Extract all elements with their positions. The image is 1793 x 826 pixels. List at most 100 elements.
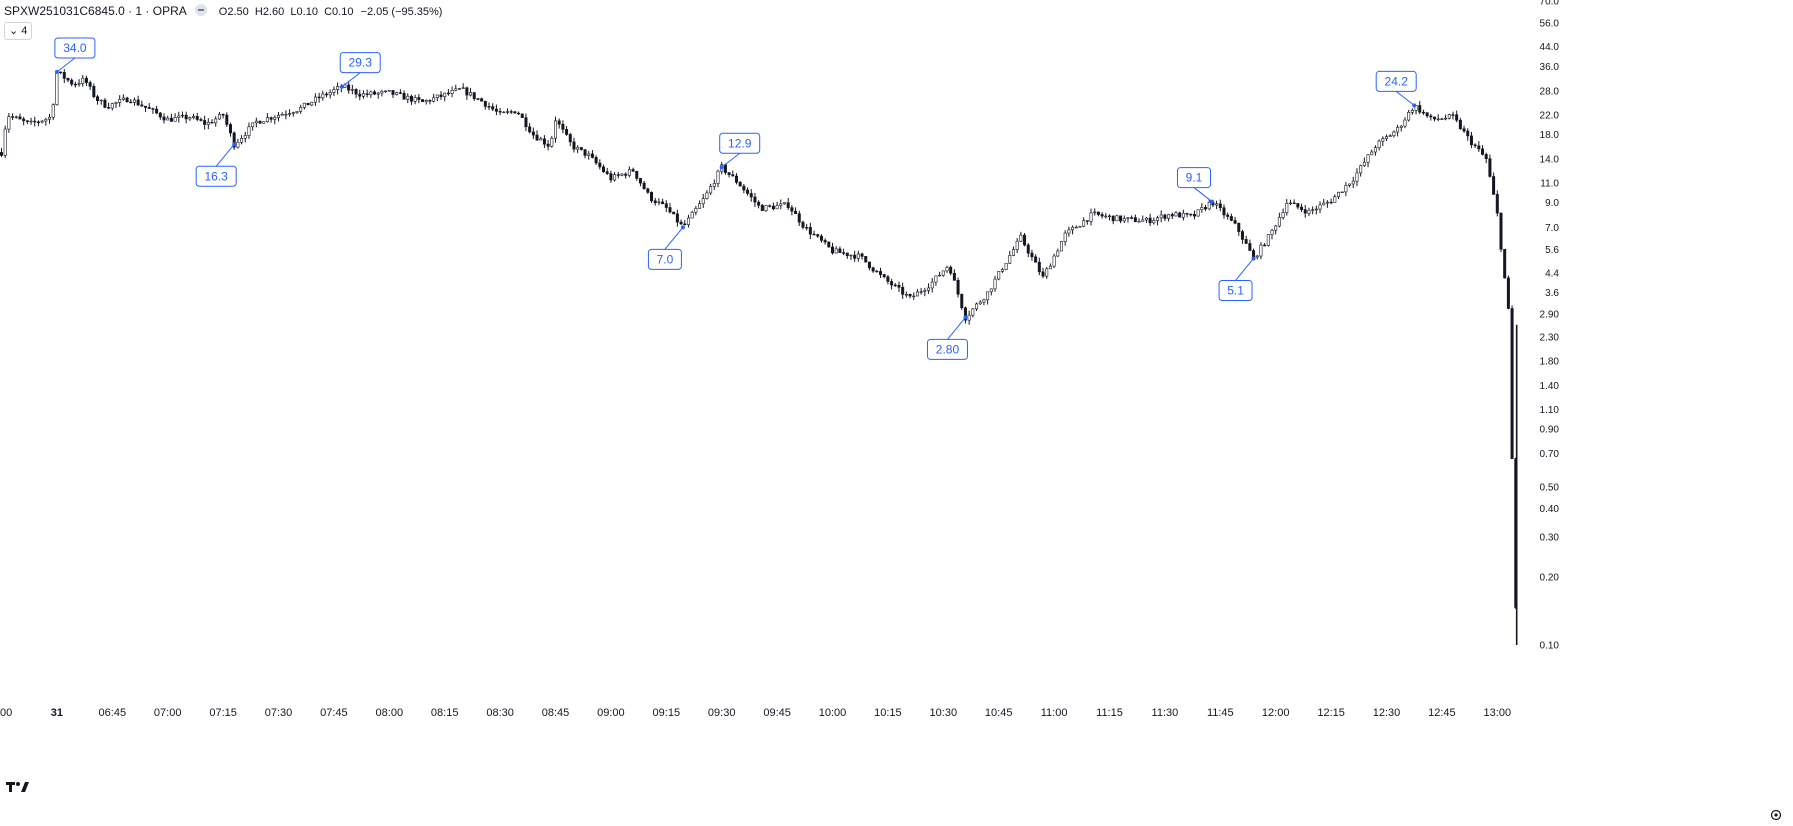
candle-body: [934, 275, 938, 283]
candle-body: [635, 170, 639, 179]
candle-body: [1030, 252, 1034, 258]
candle-body: [1436, 118, 1440, 121]
candle-body: [1096, 211, 1100, 215]
candle-body: [1263, 244, 1267, 247]
candle-body: [1200, 207, 1204, 211]
symbol-title[interactable]: SPXW251031C6845.0 · 1 · OPRA: [4, 4, 187, 18]
candle-body: [1373, 147, 1377, 153]
candle-body: [92, 86, 96, 97]
candle-body: [18, 116, 22, 120]
candle-body: [317, 96, 321, 99]
candle-body: [1484, 154, 1488, 160]
candle-body: [1037, 261, 1041, 273]
candle-body: [842, 252, 846, 254]
candle-body: [36, 121, 40, 124]
annotation-leader: [664, 227, 684, 250]
low-label: L: [290, 6, 297, 18]
candle-body: [147, 107, 151, 109]
candle-body: [1285, 203, 1289, 213]
x-tick-label: 08:45: [542, 707, 570, 719]
candle-body: [631, 169, 635, 172]
price-annotation: 9.1: [1176, 167, 1214, 204]
candle-body: [1059, 241, 1063, 252]
annotation-dot: [1209, 199, 1214, 204]
annotation-box: [195, 165, 237, 187]
candle-body: [1192, 214, 1196, 217]
candle-body: [646, 188, 650, 193]
annotation-leader: [1193, 187, 1213, 202]
y-tick-label: 0.70: [1540, 449, 1560, 460]
candle-body: [915, 291, 919, 297]
candle-body: [1355, 172, 1359, 182]
market-status-icon[interactable]: [195, 4, 208, 16]
candle-body: [723, 164, 727, 173]
tradingview-logo-icon[interactable]: [6, 780, 30, 799]
y-tick-label: 3.6: [1545, 288, 1559, 299]
candle-body: [1495, 194, 1499, 214]
candle-body: [25, 120, 29, 122]
y-tick-label: 0.10: [1540, 641, 1560, 652]
x-tick-label: 08:15: [431, 707, 459, 719]
candle-body: [716, 170, 720, 184]
candle-body: [1499, 212, 1503, 250]
candle-body: [952, 272, 956, 281]
candle-body: [280, 114, 284, 116]
settings-gear-icon[interactable]: [1770, 808, 1782, 826]
candle-body: [542, 138, 546, 145]
candle-body: [11, 116, 15, 118]
candle-body: [1252, 250, 1256, 258]
candle-body: [860, 253, 864, 257]
candle-body: [14, 116, 18, 118]
candle-body: [672, 211, 676, 215]
candle-body: [1314, 208, 1318, 211]
candle-body: [856, 253, 860, 259]
candle-body: [598, 162, 602, 168]
annotation-label: 7.0: [657, 252, 674, 266]
candle-body: [402, 93, 406, 100]
candle-body: [908, 294, 912, 297]
candle-body: [1126, 217, 1130, 219]
candle-body: [1307, 209, 1311, 214]
annotation-dot: [54, 69, 59, 74]
candle-body: [1473, 144, 1477, 147]
candle-body: [1111, 215, 1115, 222]
candle-body: [1178, 212, 1182, 218]
candle-body: [609, 173, 613, 181]
candle-body: [1067, 229, 1071, 234]
candle-body: [938, 274, 942, 277]
y-tick-label: 44.0: [1540, 42, 1560, 53]
candle-body: [173, 117, 177, 122]
candle-body: [103, 99, 107, 108]
candle-body: [583, 149, 587, 156]
x-tick-label: 07:15: [209, 707, 237, 719]
candle-body: [321, 93, 325, 99]
collapse-indicators-button[interactable]: ⌄ 4: [4, 22, 33, 40]
candle-body: [986, 291, 990, 301]
x-tick-label: 12:00: [1262, 707, 1290, 719]
candle-body: [819, 235, 823, 241]
candle-body: [1281, 212, 1285, 218]
candle-body: [1325, 201, 1329, 204]
candle-body: [44, 118, 48, 122]
candle-body: [675, 213, 679, 223]
candle-body: [1226, 214, 1230, 217]
candle-body: [3, 128, 7, 156]
candle-body: [1078, 225, 1082, 228]
candle-body: [749, 193, 753, 198]
candle-body: [1104, 215, 1108, 218]
candle-body: [1167, 214, 1171, 219]
candle-body: [188, 117, 192, 120]
candle-body: [971, 308, 975, 316]
candle-body: [225, 114, 229, 125]
y-tick-label: 4.4: [1545, 268, 1559, 279]
candle-body: [701, 198, 705, 205]
candle-body: [1152, 220, 1156, 224]
annotation-dot: [963, 315, 968, 320]
candle-body: [325, 93, 329, 96]
y-tick-label: 36.0: [1540, 62, 1560, 73]
candle-body: [424, 100, 428, 102]
open-label: O: [218, 6, 228, 18]
candle-body: [782, 202, 786, 205]
candle-body: [683, 223, 687, 226]
